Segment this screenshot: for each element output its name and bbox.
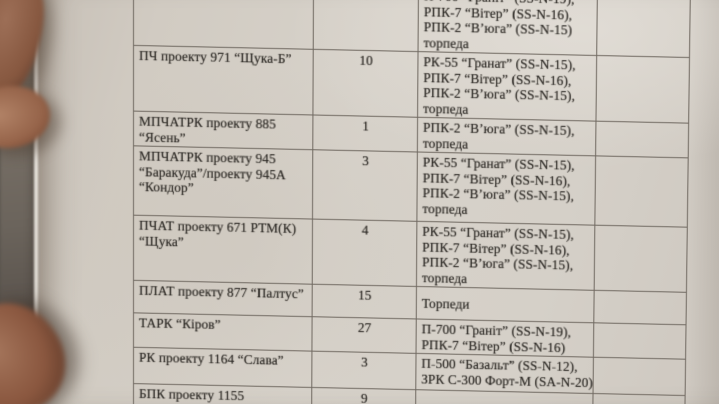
empty-cell (593, 357, 686, 396)
ship-name-cell: ПЧАТ проекту 671 РТМ(К) “Щука” (133, 215, 313, 285)
empty-cell (594, 155, 689, 228)
empty-cell (595, 121, 689, 158)
weapons-table: 8П-700 “Граніт” (SS-N-19),РПК-7 “Вітер” … (133, 0, 691, 404)
weapons-table-wrap: 8П-700 “Граніт” (SS-N-19),РПК-7 “Вітер” … (133, 0, 691, 404)
ship-count-cell: 15 (312, 284, 417, 319)
weapons-cell: РК-55 “Гранат” (SS-N-15), РПК-7 “Вітер” (… (417, 51, 597, 122)
ship-count-cell: 9 (311, 387, 416, 404)
weapons-cell: Торпеди (416, 286, 595, 323)
weapons-cell: П-500 “Базальт” (SS-N-12), ЗРК С-300 Форт… (415, 353, 594, 394)
ship-name-cell: МПЧАТРК проекту 945 “Баракуда”/проекту 9… (133, 145, 313, 220)
empty-cell (592, 393, 686, 404)
ship-count-cell: 4 (312, 219, 417, 287)
weapon-line: РПК-7 “Вітер” (SS-N-16) (421, 336, 566, 355)
weapons-cell: РПК-2 “В’юга” (SS-N-15), торпеда (417, 117, 596, 156)
ship-count-cell: 1 (312, 114, 418, 153)
ship-name-cell: РК проекту 1164 “Слава” (133, 347, 312, 388)
empty-cell (596, 0, 691, 58)
ship-count-cell: 10 (312, 49, 419, 118)
table-row: ПЧ проекту 971 “Щука-Б” 10 РК-55 “Гранат” … (133, 45, 690, 124)
ship-count-cell: 3 (312, 149, 418, 222)
paper-sheet: 8П-700 “Граніт” (SS-N-19),РПК-7 “Вітер” … (36, 0, 719, 404)
weapon-line: Торпеди (421, 295, 470, 312)
ship-name-cell (133, 0, 314, 50)
ship-name-cell: ПЛАТ проекту 877 “Палтус” (133, 280, 313, 317)
ship-name-cell: БПК проекту 1155 (133, 383, 312, 404)
ship-count-cell: 3 (311, 351, 417, 390)
ship-name-cell: МПЧАТРК проекту 885 “Ясень” (133, 111, 313, 150)
table-row: МПЧАТРК проекту 945 “Баракуда”/проекту 9… (133, 145, 689, 228)
ship-count-cell: 27 (311, 316, 417, 354)
ship-name-cell: ПЧ проекту 971 “Щука-Б” (133, 45, 314, 115)
weapons-cell: П-700 “Граніт” (SS-N-19),РПК-7 “Вітер” (… (416, 318, 594, 358)
weapon-line: ЗРК С-300 Форт-М (SA-N-20) (421, 371, 593, 390)
weapons-cell: РК-55 “Гранат” (SS-N-15), РПК-7 “Вітер” (… (416, 152, 596, 226)
empty-cell (594, 225, 688, 293)
ship-count-cell: 8 (313, 0, 419, 52)
table-row: ПЧАТ проекту 671 РТМ(К) “Щука” 4 РК-55 “Гр… (133, 215, 688, 293)
weapons-cell: П-700 “Граніт” (SS-N-19),РПК-7 “Вітер” (… (418, 0, 598, 56)
empty-cell (593, 290, 687, 325)
ship-name-cell: ТАРК “Кіров” (133, 312, 313, 352)
weapons-cell: РК-55 “Гранат” (SS-N-15), РПК-7 “Вітер” (… (416, 221, 595, 291)
empty-cell (593, 322, 687, 360)
empty-cell (595, 55, 690, 124)
